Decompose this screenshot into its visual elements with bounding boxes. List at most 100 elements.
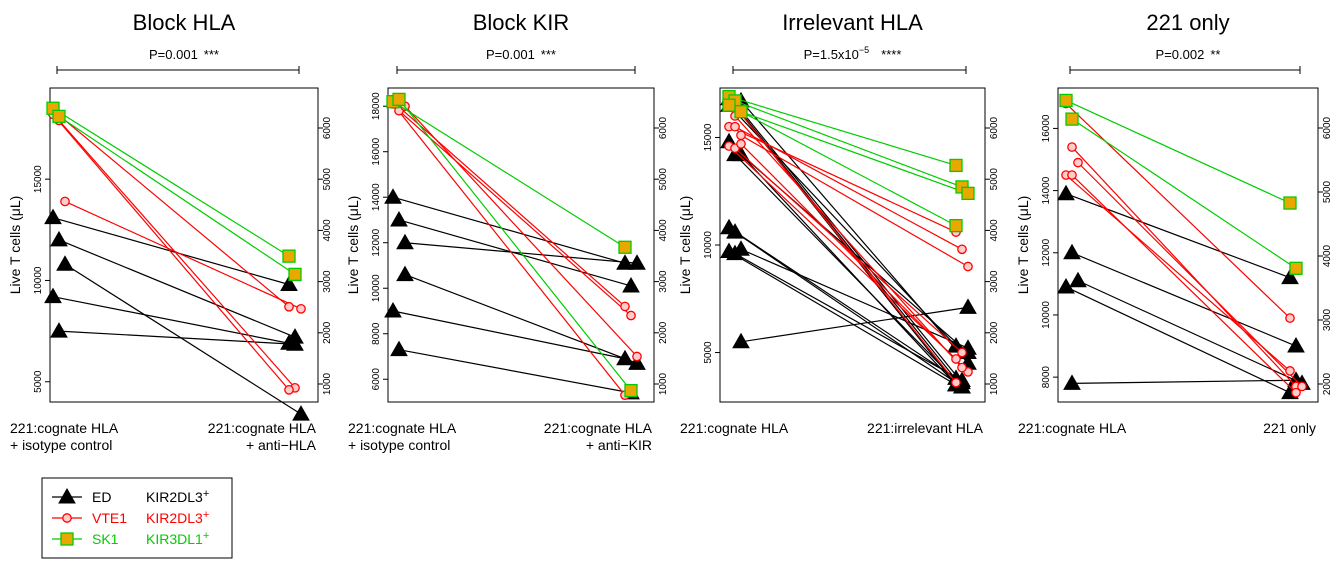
data-point — [56, 255, 74, 271]
y2-tick-label: 1000 — [989, 372, 1000, 395]
y-tick-label: 14000 — [1041, 176, 1052, 204]
y2-tick-label: 1000 — [658, 372, 669, 395]
y-tick-label: 6000 — [371, 368, 382, 391]
data-point — [1073, 157, 1083, 168]
y-tick-label: 14000 — [371, 183, 382, 211]
data-point — [288, 267, 302, 282]
data-line — [392, 196, 626, 264]
x-tick-label: 221:cognate HLA — [208, 420, 317, 436]
panel-3: Irrelevant HLA P=1.5x10−5 **** 5000 10000 150… — [677, 10, 1000, 436]
y2-tick-label: 5000 — [658, 168, 669, 191]
data-point — [957, 244, 967, 255]
data-line — [58, 115, 296, 275]
data-point — [292, 405, 310, 421]
panel-title: Block HLA — [133, 10, 236, 35]
data-point — [1289, 261, 1303, 275]
data-line — [1071, 252, 1297, 347]
data-point — [44, 208, 62, 225]
data-line — [1065, 99, 1291, 204]
data-point — [296, 303, 306, 314]
y2-tick-label: 5000 — [322, 168, 333, 191]
data-point — [1297, 381, 1307, 392]
legend-marker — [58, 487, 76, 504]
panel-1: Block HLA P=0.001 *** 5000 10000 15000 1000 200… — [7, 10, 333, 453]
data-point — [1291, 387, 1301, 398]
y2-tick-label: 3000 — [989, 270, 1000, 293]
x-tick-label: 221:cognate HLA — [10, 420, 119, 436]
y-tick-label: 5000 — [703, 341, 714, 364]
y-tick-label: 16000 — [1041, 114, 1052, 142]
plot-frame — [387, 87, 655, 403]
data-point — [726, 223, 744, 239]
y-tick-label: 15000 — [703, 123, 714, 151]
data-point — [1285, 366, 1295, 376]
data-point — [626, 310, 636, 321]
data-point — [50, 322, 68, 338]
data-point — [632, 351, 642, 362]
data-line — [1071, 174, 1297, 394]
data-point — [616, 349, 634, 366]
data-point — [622, 276, 640, 293]
data-point — [1059, 93, 1073, 108]
data-line — [1077, 280, 1303, 384]
series-SK1 — [46, 101, 302, 282]
data-point — [280, 275, 298, 292]
data-line — [64, 200, 302, 310]
plot-frame — [49, 87, 319, 403]
y-axis-title: Live T cells (μL) — [677, 196, 693, 295]
data-line — [1077, 162, 1303, 387]
data-line — [404, 274, 638, 364]
data-point — [44, 287, 62, 304]
y2-tick-label: 5000 — [1322, 180, 1333, 203]
y-tick-label: 16000 — [371, 137, 382, 165]
y-tick-label: 10000 — [33, 266, 44, 294]
data-line — [52, 109, 290, 308]
data-point — [732, 332, 750, 349]
series-VTE1 — [1061, 98, 1307, 398]
data-point — [1287, 337, 1305, 353]
legend-marker — [62, 513, 72, 523]
data-line — [58, 120, 296, 389]
data-point — [1065, 112, 1079, 126]
data-point — [963, 261, 973, 272]
series-SK1 — [386, 92, 638, 398]
panel-title: Block KIR — [473, 10, 570, 35]
data-line — [1071, 118, 1297, 269]
y2-tick-label: 2000 — [1322, 372, 1333, 395]
data-point — [959, 298, 977, 314]
legend-marker — [60, 532, 74, 546]
data-point — [722, 98, 736, 112]
data-point — [730, 121, 740, 132]
y2-tick-label: 3000 — [322, 270, 333, 293]
data-line — [740, 134, 969, 268]
y-axis-title: Live T cells (μL) — [345, 196, 361, 295]
data-point — [734, 105, 748, 119]
data-point — [390, 340, 408, 357]
plot-frame — [1057, 87, 1319, 403]
data-point — [628, 354, 646, 370]
data-point — [1063, 374, 1081, 390]
data-line — [64, 263, 302, 415]
series-ED — [44, 208, 310, 421]
data-line — [728, 96, 957, 166]
series-SK1 — [1059, 93, 1303, 275]
y2-tick-label: 3000 — [658, 270, 669, 293]
data-point — [1067, 142, 1077, 152]
data-point — [1069, 271, 1087, 288]
data-line — [398, 349, 632, 394]
data-line — [734, 115, 963, 368]
data-point — [736, 139, 746, 149]
x-tick-label: 221:irrelevant HLA — [867, 420, 984, 436]
x-tick-label: 221:cognate HLA — [1018, 420, 1127, 436]
data-point — [284, 301, 294, 312]
data-point — [951, 377, 961, 388]
data-point — [957, 362, 967, 373]
data-line — [734, 154, 963, 388]
y-tick-label: 12000 — [371, 228, 382, 256]
data-line — [728, 250, 957, 386]
y2-tick-label: 2000 — [989, 321, 1000, 344]
y-tick-label: 8000 — [1041, 366, 1052, 389]
legend-receptor: KIR3DL1+ — [146, 530, 209, 547]
data-line — [392, 101, 626, 307]
data-line — [734, 147, 963, 353]
